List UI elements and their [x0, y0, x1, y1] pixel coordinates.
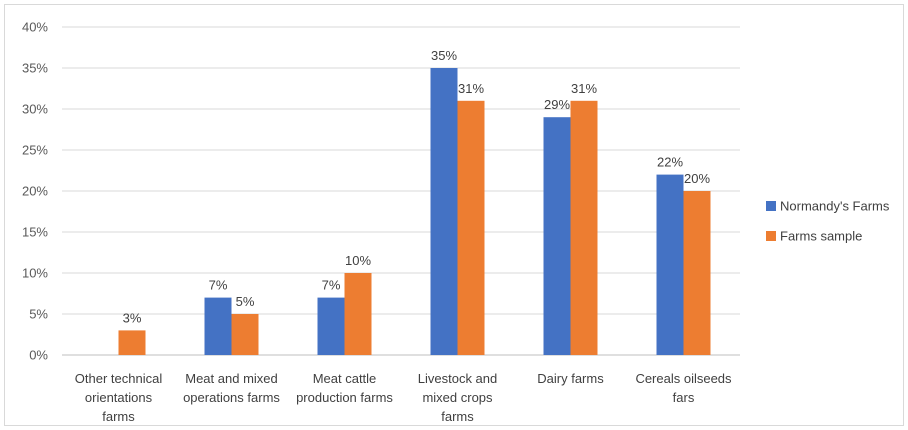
bar — [430, 68, 458, 355]
data-label: 7% — [322, 278, 341, 293]
data-label: 31% — [571, 81, 597, 96]
bar — [204, 297, 232, 355]
bar — [683, 191, 711, 355]
x-category-label: mixed crops — [422, 390, 493, 405]
y-tick-label: 0% — [29, 348, 48, 363]
y-tick-label: 15% — [22, 225, 48, 240]
x-category-label: farms — [102, 409, 135, 424]
x-category-label: orientations — [85, 390, 153, 405]
y-tick-label: 25% — [22, 143, 48, 158]
legend-label: Normandy's Farms — [780, 199, 890, 214]
data-label: 20% — [684, 171, 710, 186]
x-category-label: Cereals oilseeds — [635, 371, 732, 386]
data-label: 29% — [544, 97, 570, 112]
bar — [543, 117, 571, 355]
legend-swatch — [766, 201, 776, 211]
x-category-label: fars — [673, 390, 695, 405]
bar — [570, 100, 598, 355]
bar — [656, 174, 684, 355]
x-category-label: Meat and mixed — [185, 371, 278, 386]
x-category-label: Meat cattle — [313, 371, 377, 386]
data-label: 22% — [657, 155, 683, 170]
x-category-label: production farms — [296, 390, 393, 405]
data-label: 3% — [123, 310, 142, 325]
x-category-label: operations farms — [183, 390, 280, 405]
legend-swatch — [766, 231, 776, 241]
bar — [317, 297, 345, 355]
bar — [457, 100, 485, 355]
bar — [118, 330, 146, 355]
y-tick-label: 30% — [22, 102, 48, 117]
y-tick-label: 35% — [22, 61, 48, 76]
y-tick-label: 40% — [22, 20, 48, 35]
y-tick-label: 10% — [22, 266, 48, 281]
y-tick-label: 20% — [22, 184, 48, 199]
data-label: 7% — [209, 278, 228, 293]
data-label: 10% — [345, 253, 371, 268]
bar — [344, 273, 372, 355]
data-label: 31% — [458, 81, 484, 96]
x-category-label: Dairy farms — [537, 371, 604, 386]
x-category-label: Livestock and — [418, 371, 498, 386]
x-category-label: farms — [441, 409, 474, 424]
x-category-label: Other technical — [75, 371, 163, 386]
data-label: 5% — [236, 294, 255, 309]
bar — [231, 314, 259, 355]
data-label: 35% — [431, 48, 457, 63]
y-tick-label: 5% — [29, 307, 48, 322]
legend-label: Farms sample — [780, 229, 862, 244]
